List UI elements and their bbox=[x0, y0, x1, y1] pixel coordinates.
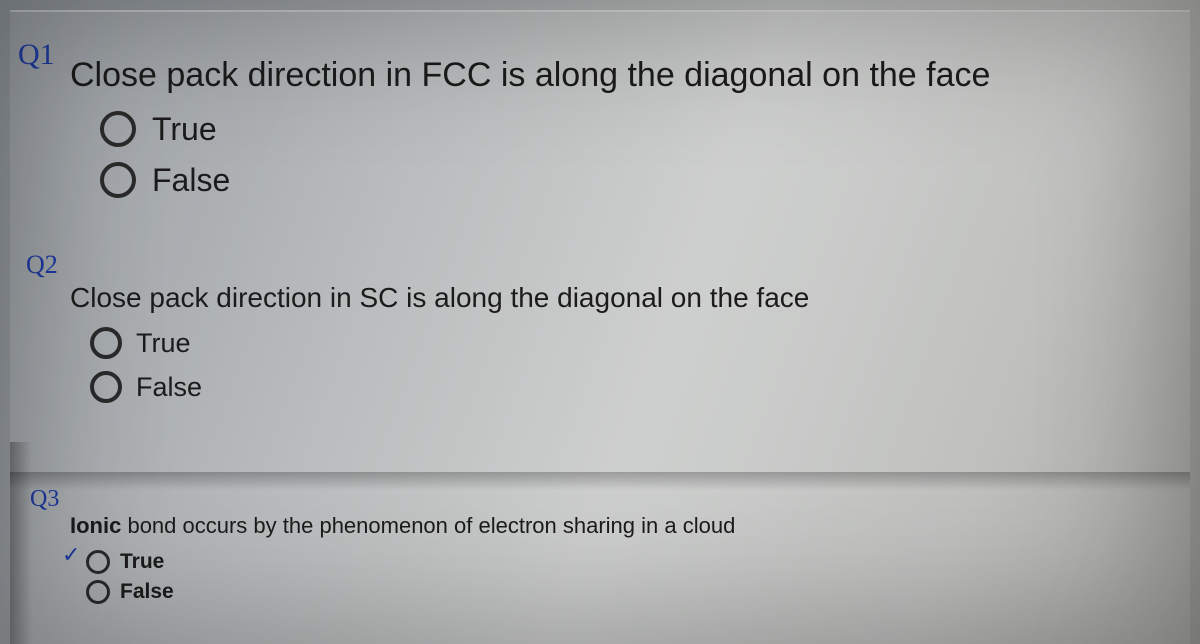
option-q2-true[interactable]: True bbox=[90, 327, 1170, 359]
radio-icon[interactable] bbox=[90, 327, 122, 359]
question-1: Q1 Close pack direction in FCC is along … bbox=[70, 54, 1170, 209]
annotation-q3: Q3 bbox=[30, 486, 59, 513]
annotation-q2: Q2 bbox=[26, 250, 58, 280]
question-1-text: Close pack direction in FCC is along the… bbox=[70, 54, 1170, 97]
option-q2-false[interactable]: False bbox=[90, 371, 1170, 403]
question-2: Q2 Close pack direction in SC is along t… bbox=[70, 280, 1170, 411]
option-label: True bbox=[152, 111, 217, 148]
option-q1-true[interactable]: True bbox=[100, 111, 1170, 148]
option-label: True bbox=[136, 328, 191, 359]
option-label: False bbox=[152, 162, 230, 199]
question-3-options: True False bbox=[70, 550, 1170, 604]
option-q1-false[interactable]: False bbox=[100, 162, 1170, 199]
radio-icon[interactable] bbox=[100, 111, 136, 147]
worksheet-sheet: Q1 Close pack direction in FCC is along … bbox=[10, 10, 1190, 644]
radio-icon[interactable] bbox=[100, 162, 136, 198]
radio-icon[interactable] bbox=[90, 371, 122, 403]
question-1-options: True False bbox=[70, 111, 1170, 199]
question-3-text: Ionic bond occurs by the phenomenon of e… bbox=[70, 512, 1170, 540]
option-label: False bbox=[136, 372, 202, 403]
option-q3-false[interactable]: False bbox=[86, 580, 1170, 604]
page-left-shadow bbox=[10, 442, 32, 644]
option-label: True bbox=[120, 550, 164, 574]
question-3-lead: Ionic bbox=[70, 513, 121, 538]
radio-icon[interactable] bbox=[86, 580, 110, 604]
question-3-rest: bond occurs by the phenomenon of electro… bbox=[121, 513, 735, 538]
question-3: Q3 Ionic bond occurs by the phenomenon o… bbox=[70, 512, 1170, 606]
option-q3-true[interactable]: True bbox=[86, 550, 1170, 574]
hand-checkmark-icon: ✓ bbox=[62, 542, 80, 568]
page-seam-shadow bbox=[10, 472, 1190, 490]
annotation-q1: Q1 bbox=[18, 38, 55, 72]
question-2-options: True False bbox=[70, 327, 1170, 403]
question-2-text: Close pack direction in SC is along the … bbox=[70, 280, 1170, 315]
option-label: False bbox=[120, 580, 174, 604]
radio-icon[interactable] bbox=[86, 550, 110, 574]
